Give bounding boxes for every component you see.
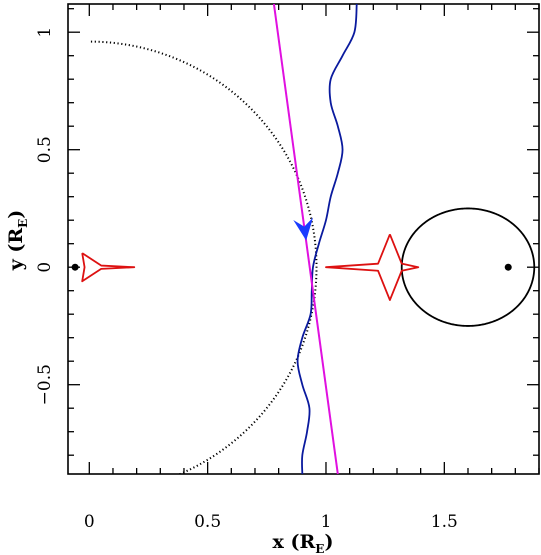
y-tick-label: 1 — [35, 27, 55, 38]
image-track-group — [296, 4, 358, 474]
caustics — [81, 233, 420, 301]
central-caustic — [325, 233, 420, 301]
direction-arrow-group — [293, 217, 314, 241]
plot-area — [71, 4, 536, 474]
x-tick-labels: 0 0.5 1 1.5 — [84, 512, 458, 532]
y-tick-label: −0.5 — [35, 364, 55, 405]
large-dotted-arc — [89, 40, 318, 474]
left-caustic — [81, 252, 136, 283]
x-axis-label: x (RE) — [273, 531, 334, 555]
small-oval — [400, 207, 536, 327]
direction-arrow — [293, 217, 314, 241]
x-tick-label: 1.5 — [431, 512, 458, 532]
y-tick-label: 0.5 — [35, 136, 55, 163]
critical-curves — [89, 40, 536, 474]
x-tick-label: 1 — [321, 512, 332, 532]
x-tick-label: 0.5 — [194, 512, 221, 532]
axis-ticks — [68, 4, 540, 474]
x-tick-label: 0 — [84, 512, 95, 532]
y-tick-label: 0 — [35, 262, 55, 273]
image-track — [296, 4, 358, 474]
y-tick-labels: −0.5 0 0.5 1 — [35, 27, 55, 406]
plot-frame — [67, 3, 540, 475]
lens-mass-dot — [71, 263, 79, 271]
lens-mass-dot — [504, 263, 512, 271]
y-axis-label: y (RE) — [5, 210, 30, 272]
lens-masses — [71, 263, 512, 271]
